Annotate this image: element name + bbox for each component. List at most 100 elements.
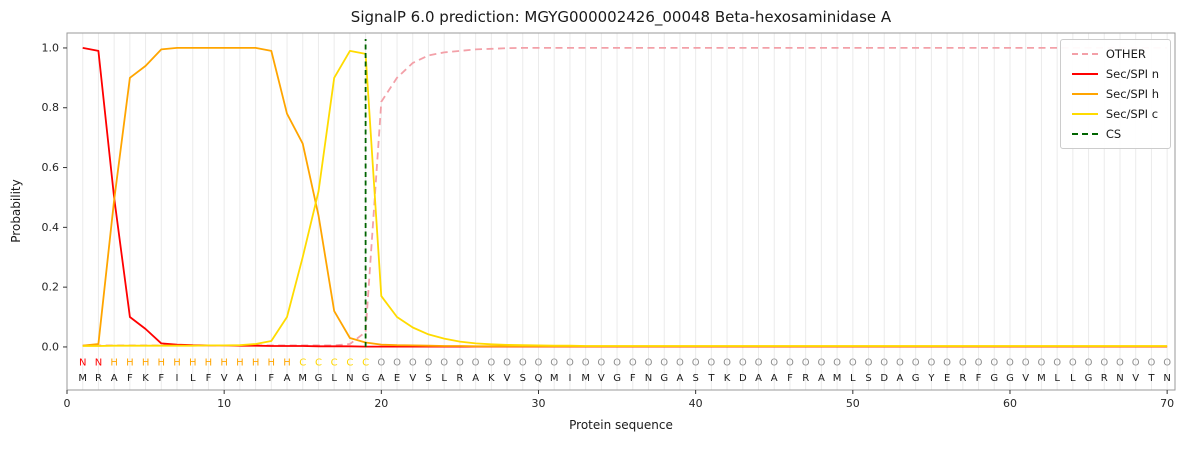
residue-letter: S xyxy=(520,373,526,384)
series-other xyxy=(82,47,1168,347)
region-letter: O xyxy=(802,357,810,368)
residue-letter: M xyxy=(833,373,842,384)
residue-letter: A xyxy=(378,373,385,384)
region-letter: H xyxy=(142,357,150,368)
region-letter: O xyxy=(1116,357,1124,368)
region-letter: H xyxy=(236,357,244,368)
region-letter: O xyxy=(503,357,511,368)
region-letter: H xyxy=(126,357,134,368)
residue-letter: G xyxy=(1006,373,1014,384)
region-letter: N xyxy=(95,357,102,368)
residue-letter: G xyxy=(990,373,998,384)
residue-letter: K xyxy=(724,373,731,384)
plot-frame xyxy=(66,32,1176,391)
region-letter: O xyxy=(912,357,920,368)
region-letter: O xyxy=(456,357,464,368)
series-sec-spi-c xyxy=(82,50,1168,347)
residue-letter: R xyxy=(456,373,463,384)
residue-letter: M xyxy=(550,373,559,384)
region-letter: O xyxy=(849,357,857,368)
residue-letter: A xyxy=(111,373,118,384)
region-letter: H xyxy=(110,357,118,368)
residue-letter: A xyxy=(818,373,825,384)
region-letter: O xyxy=(472,357,480,368)
series-sec-spi-n xyxy=(82,47,1168,348)
residue-letter: M xyxy=(581,373,590,384)
residue-letter: F xyxy=(206,373,212,384)
region-letter: O xyxy=(975,357,983,368)
legend-label: Sec/SPI h xyxy=(1105,87,1159,101)
region-letter: O xyxy=(880,357,888,368)
residue-letter: S xyxy=(425,373,431,384)
x-tick-label: 70 xyxy=(1160,397,1174,410)
region-letter: O xyxy=(645,357,653,368)
region-letter: O xyxy=(833,357,841,368)
region-letter: O xyxy=(865,357,873,368)
region-letter: O xyxy=(597,357,605,368)
residue-letter: G xyxy=(613,373,621,384)
region-letter: H xyxy=(283,357,291,368)
region-letter: O xyxy=(566,357,574,368)
legend-line-sample xyxy=(1071,113,1098,115)
x-tick-label: 40 xyxy=(689,397,703,410)
residue-letter: S xyxy=(692,373,698,384)
residue-letter: L xyxy=(331,373,337,384)
residue-letter: F xyxy=(158,373,164,384)
residue-letter: V xyxy=(1022,373,1029,384)
region-letter: O xyxy=(550,357,558,368)
legend: OTHER Sec/SPI n Sec/SPI h Sec/SPI c CS xyxy=(1059,39,1171,149)
legend-label: Sec/SPI c xyxy=(1105,107,1159,121)
region-letter: O xyxy=(896,357,904,368)
x-tick-label: 50 xyxy=(846,397,860,410)
y-tick-label: 0.2 xyxy=(42,281,60,294)
residue-letter: L xyxy=(441,373,447,384)
residue-letter: N xyxy=(645,373,652,384)
residue-letter: V xyxy=(598,373,605,384)
region-letter: O xyxy=(959,357,967,368)
region-letter: O xyxy=(1022,357,1030,368)
region-letter: O xyxy=(613,357,621,368)
region-letter: O xyxy=(755,357,763,368)
x-tick-label: 0 xyxy=(64,397,71,410)
region-letter: O xyxy=(1085,357,1093,368)
legend-item-sec-spi-h: Sec/SPI h xyxy=(1071,87,1159,101)
residue-letter: I xyxy=(254,373,257,384)
residue-letter: E xyxy=(944,373,950,384)
residue-letter: S xyxy=(865,373,871,384)
residue-letter: A xyxy=(677,373,684,384)
region-letter: C xyxy=(331,357,338,368)
legend-line-sample xyxy=(1071,53,1098,55)
region-letter: C xyxy=(346,357,353,368)
region-letter: O xyxy=(707,357,715,368)
residue-letter: R xyxy=(95,373,102,384)
region-letter: O xyxy=(770,357,778,368)
region-letter: O xyxy=(692,357,700,368)
residue-letter: Q xyxy=(535,373,543,384)
residue-letter: G xyxy=(315,373,323,384)
region-letter: O xyxy=(1069,357,1077,368)
residue-letter: N xyxy=(1163,373,1170,384)
region-letter: H xyxy=(268,357,276,368)
series-sec-spi-h xyxy=(82,47,1168,348)
y-tick-label: 0.8 xyxy=(42,101,60,114)
residue-letter: V xyxy=(504,373,511,384)
region-letter: O xyxy=(1163,357,1171,368)
legend-label: Sec/SPI n xyxy=(1105,67,1159,81)
residue-letter: F xyxy=(630,373,636,384)
region-letter: O xyxy=(393,357,401,368)
residue-letter: N xyxy=(346,373,353,384)
region-letter: O xyxy=(786,357,794,368)
y-axis-label: Probability xyxy=(9,179,23,243)
x-tick-label: 20 xyxy=(374,397,388,410)
legend-item-sec-spi-c: Sec/SPI c xyxy=(1071,107,1159,121)
x-axis-label: Protein sequence xyxy=(569,418,673,432)
region-letter: O xyxy=(990,357,998,368)
region-letter: H xyxy=(220,357,228,368)
region-letter: N xyxy=(79,357,86,368)
region-letter: H xyxy=(173,357,181,368)
residue-letter: I xyxy=(176,373,179,384)
residue-letter: G xyxy=(912,373,920,384)
residue-letter: E xyxy=(394,373,400,384)
region-letter: O xyxy=(1053,357,1061,368)
